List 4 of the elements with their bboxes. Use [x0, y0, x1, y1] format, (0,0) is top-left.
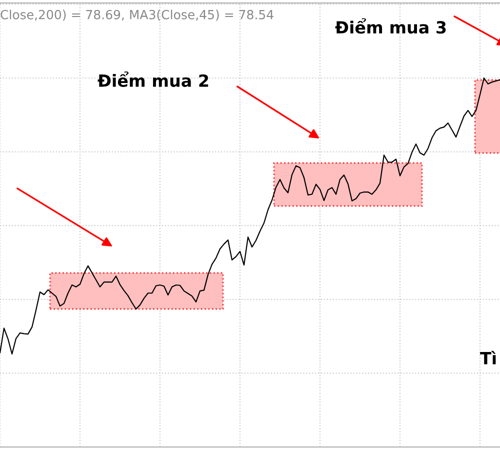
annotation: Điểm mua 2: [98, 71, 208, 87]
text: Close,200) = 78.69, MA3(Close,45) = 78.54: [0, 10, 274, 21]
annotation: Tì: [480, 350, 496, 364]
text: Điểm mua 3: [335, 18, 446, 34]
